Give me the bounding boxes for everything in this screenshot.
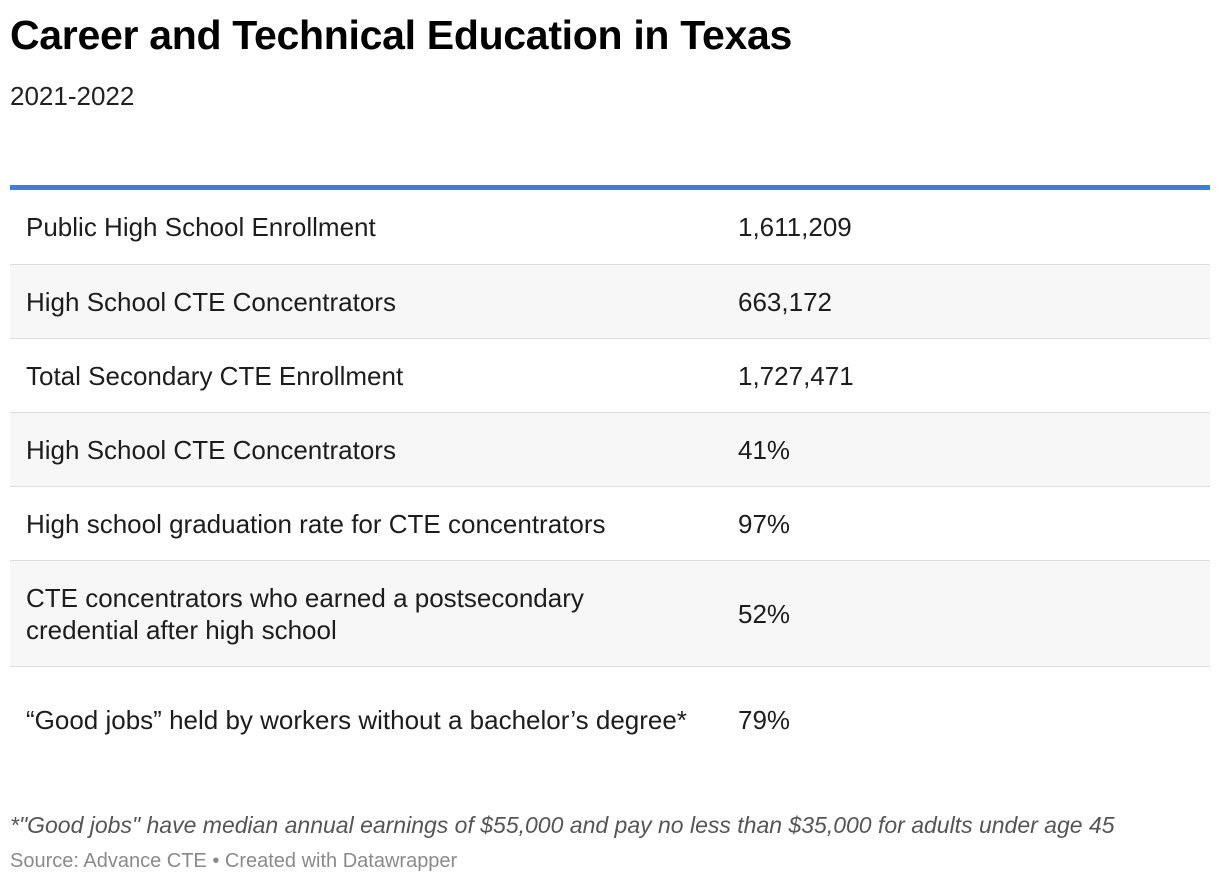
table-top-rule [10, 185, 1210, 190]
table-row: Public High School Enrollment 1,611,209 [10, 190, 1210, 265]
row-label: High School CTE Concentrators [26, 434, 396, 465]
table-row: High School CTE Concentrators 663,172 [10, 264, 1210, 339]
table-row: “Good jobs” held by workers without a ba… [10, 667, 1210, 773]
row-value: 41% [738, 434, 791, 465]
row-value: 97% [738, 508, 791, 539]
row-label: Total Secondary CTE Enrollment [26, 360, 404, 391]
table-body: Public High School Enrollment 1,611,209 … [10, 190, 1210, 772]
row-label: Public High School Enrollment [26, 212, 376, 242]
table-row: CTE concentrators who earned a postsecon… [10, 560, 1210, 667]
row-value: 663,172 [738, 286, 832, 317]
chart-title: Career and Technical Education in Texas [10, 12, 792, 58]
chart-subtitle: 2021-2022 [10, 81, 135, 111]
row-value: 52% [738, 598, 791, 629]
row-label: “Good jobs” held by workers without a ba… [26, 704, 687, 735]
row-label: High school graduation rate for CTE conc… [26, 508, 606, 539]
row-label: CTE concentrators who earned a postsecon… [26, 582, 584, 645]
table-row: High school graduation rate for CTE conc… [10, 487, 1210, 561]
chart-source: Source: Advance CTE • Created with Dataw… [10, 850, 458, 872]
row-value: 1,611,209 [738, 212, 852, 242]
row-value: 79% [738, 704, 791, 735]
row-label: High School CTE Concentrators [26, 286, 396, 317]
row-value: 1,727,471 [738, 360, 854, 391]
chart-footnote: *"Good jobs" have median annual earnings… [10, 812, 1115, 838]
table-row: Total Secondary CTE Enrollment 1,727,471 [10, 339, 1210, 413]
data-table: Public High School Enrollment 1,611,209 … [10, 185, 1210, 772]
table-row: High School CTE Concentrators 41% [10, 412, 1210, 487]
